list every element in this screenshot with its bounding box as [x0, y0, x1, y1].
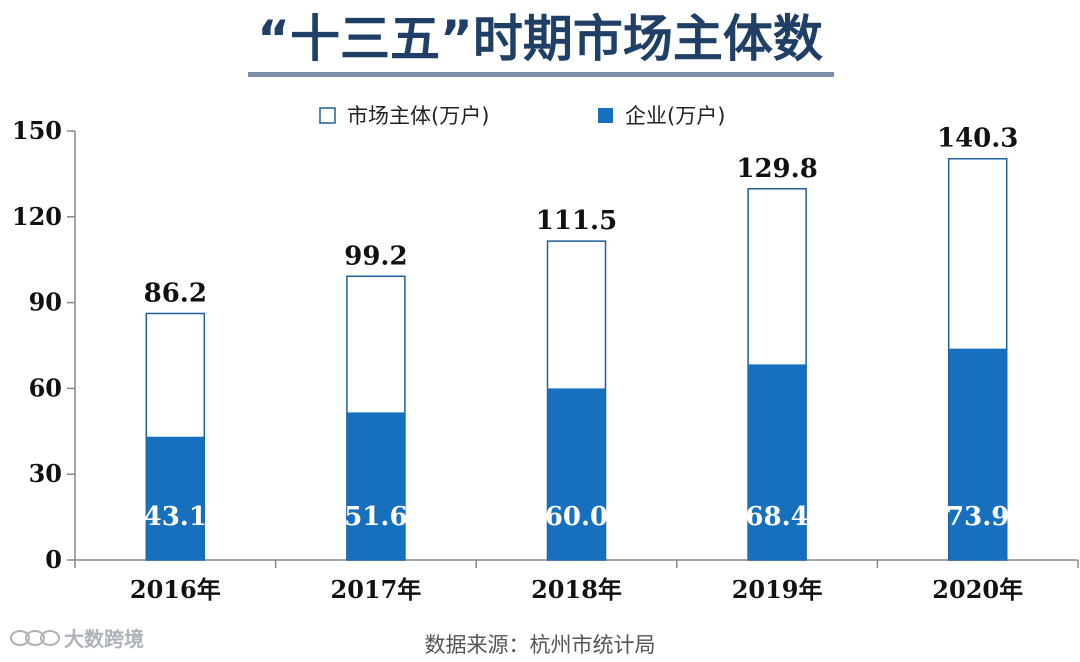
x-tick-label: 2017年: [331, 575, 422, 604]
bar-enterprise: [146, 436, 205, 560]
legend: 市场主体(万户) 企业(万户): [319, 104, 725, 128]
legend-label-enterprise: 企业(万户): [625, 104, 725, 128]
data-label-enterprise: 73.9: [946, 502, 1009, 532]
data-source: 数据来源：杭州市统计局: [425, 633, 656, 657]
y-tick-label: 120: [12, 202, 62, 231]
y-tick-label: 150: [12, 116, 62, 145]
x-tick-label: 2019年: [732, 575, 823, 604]
data-label-total: 86.2: [144, 278, 207, 308]
title-underline: [248, 72, 834, 77]
data-label-enterprise: 51.6: [344, 502, 407, 532]
bar-enterprise: [346, 412, 405, 560]
x-tick-label: 2018年: [531, 575, 622, 604]
y-axis: 0 30 60 90 120 150: [12, 116, 76, 574]
watermark-logo-icon: [10, 630, 60, 646]
y-tick-label: 90: [29, 288, 62, 317]
bar-enterprise: [547, 388, 606, 560]
x-tick-label: 2020年: [932, 575, 1023, 604]
chart-title: “十三五”时期市场主体数: [257, 10, 823, 68]
bar-enterprise: [948, 348, 1007, 560]
legend-swatch-enterprise: [598, 108, 613, 123]
watermark-text: 大数跨境: [64, 627, 144, 651]
bars: 86.2 43.1 99.2 51.6 111.5 60.0 129.8 68.4 140.3 7…: [144, 124, 1018, 561]
x-tick-label: 2016年: [130, 575, 221, 604]
x-axis: 2016年 2017年 2018年 2019年 2020年: [74, 559, 1079, 604]
data-label-total: 129.8: [736, 154, 817, 184]
y-tick-label: 0: [45, 545, 62, 574]
legend-swatch-total: [319, 107, 336, 124]
data-label-total: 99.2: [344, 241, 407, 271]
data-label-enterprise: 43.1: [144, 502, 207, 532]
y-tick-label: 60: [29, 373, 62, 402]
data-label-total: 111.5: [536, 206, 617, 236]
data-label-enterprise: 60.0: [545, 502, 608, 532]
y-tick-label: 30: [29, 459, 62, 488]
bar-enterprise: [748, 364, 807, 560]
legend-label-total: 市场主体(万户): [347, 104, 489, 128]
watermark: 大数跨境: [10, 627, 144, 651]
data-label-total: 140.3: [937, 124, 1018, 154]
data-label-enterprise: 68.4: [745, 502, 808, 532]
